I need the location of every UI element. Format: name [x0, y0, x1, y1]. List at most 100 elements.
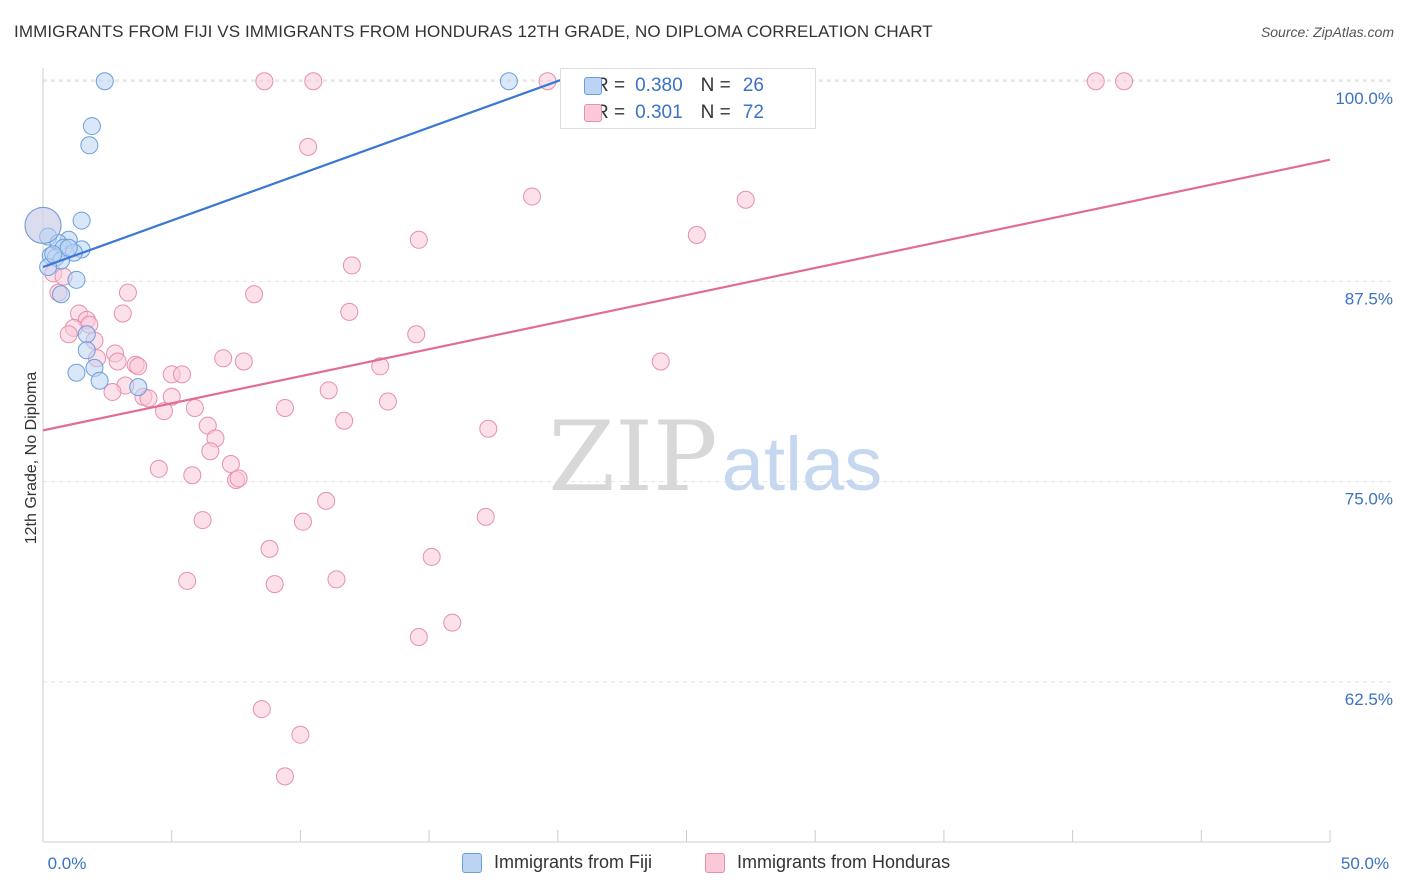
- y-tick-label: 62.5%: [1345, 690, 1393, 709]
- honduras-point: [299, 137, 318, 156]
- fiji-swatch: [584, 77, 602, 95]
- watermark-zip: ZIP: [548, 401, 717, 513]
- honduras-point: [523, 187, 542, 206]
- chart-title: IMMIGRANTS FROM FIJI VS IMMIGRANTS FROM …: [14, 22, 933, 41]
- honduras-point: [229, 469, 248, 488]
- y-tick-label: 87.5%: [1345, 289, 1393, 308]
- honduras-swatch: [584, 104, 602, 122]
- fiji-point: [77, 325, 96, 344]
- fiji-swatch: [462, 852, 482, 873]
- fiji-point: [72, 211, 91, 230]
- fiji-point: [77, 341, 96, 360]
- honduras-point: [113, 304, 132, 323]
- tick-labels: 100.0% 87.5% 75.0% 62.5% 0.0% 50.0%: [48, 89, 1393, 873]
- fiji-point: [90, 371, 109, 390]
- honduras-point: [139, 389, 158, 408]
- honduras-point: [736, 190, 755, 209]
- honduras-point: [1115, 72, 1134, 91]
- grid-lines: [43, 79, 1395, 683]
- honduras-point: [178, 571, 197, 590]
- fiji-point: [59, 238, 78, 257]
- fiji-point: [499, 72, 518, 91]
- stats-legend: R = 0.380 N = 26 R = 0.301 N = 72: [560, 68, 816, 129]
- fiji-point: [24, 206, 62, 244]
- honduras-point: [319, 381, 338, 400]
- honduras-point: [172, 365, 191, 384]
- trend-lines: [42, 75, 1331, 432]
- honduras-point: [59, 325, 78, 344]
- stats-row-honduras: R = 0.301 N = 72: [584, 101, 764, 125]
- honduras-point: [103, 382, 122, 401]
- r-value: 0.301: [635, 102, 683, 123]
- source-credit: Source: ZipAtlas.com: [1260, 24, 1394, 40]
- legend-label-honduras: Immigrants from Honduras: [737, 852, 951, 872]
- honduras-point: [118, 283, 137, 302]
- honduras-point: [342, 256, 361, 275]
- fiji-point: [80, 136, 99, 155]
- watermark: ZIP atlas: [548, 401, 882, 513]
- honduras-point: [162, 387, 181, 406]
- honduras-point: [409, 230, 428, 249]
- honduras-point: [409, 627, 428, 646]
- honduras-point: [327, 570, 346, 589]
- fiji-point: [129, 378, 148, 397]
- legend-item-honduras[interactable]: Immigrants from Honduras: [705, 852, 950, 873]
- honduras-point: [234, 352, 253, 371]
- series-legend: Immigrants from Fiji Immigrants from Hon…: [0, 852, 1406, 878]
- fiji-points: [24, 72, 518, 397]
- honduras-point: [221, 455, 240, 474]
- honduras-point: [317, 491, 336, 510]
- axes: [42, 68, 1331, 843]
- honduras-point: [304, 72, 323, 91]
- honduras-swatch: [705, 852, 725, 873]
- honduras-trend-line: [42, 158, 1331, 432]
- honduras-point: [260, 539, 279, 558]
- fiji-point: [95, 72, 114, 91]
- honduras-point: [201, 442, 220, 461]
- x-tick-label-min: 0.0%: [48, 854, 87, 873]
- n-value: 72: [742, 102, 764, 123]
- honduras-point: [335, 411, 354, 430]
- honduras-point: [255, 72, 274, 91]
- legend-item-fiji[interactable]: Immigrants from Fiji: [462, 852, 652, 873]
- r-value: 0.380: [635, 75, 683, 96]
- honduras-point: [291, 725, 310, 744]
- honduras-point: [293, 512, 312, 531]
- fiji-point: [52, 285, 71, 304]
- honduras-point: [265, 575, 284, 594]
- honduras-point: [443, 613, 462, 632]
- n-label: N =: [700, 75, 731, 96]
- honduras-point: [252, 700, 271, 719]
- honduras-point: [371, 357, 390, 376]
- honduras-point: [422, 547, 441, 566]
- stats-row-fiji: R = 0.380 N = 26: [584, 74, 764, 98]
- honduras-point: [651, 352, 670, 371]
- honduras-point: [275, 398, 294, 417]
- honduras-point: [185, 398, 204, 417]
- honduras-point: [1086, 72, 1105, 91]
- honduras-point: [245, 285, 264, 304]
- y-tick-label: 75.0%: [1345, 490, 1393, 509]
- watermark-atlas: atlas: [722, 422, 883, 507]
- r-label: R =: [595, 75, 626, 96]
- honduras-point: [407, 325, 426, 344]
- honduras-point: [193, 511, 212, 530]
- fiji-point: [82, 117, 101, 136]
- honduras-point: [214, 349, 233, 368]
- fiji-trend-line: [42, 75, 572, 269]
- fiji-point: [67, 363, 86, 382]
- honduras-point: [378, 392, 397, 411]
- y-tick-label: 100.0%: [1335, 89, 1393, 108]
- honduras-point: [275, 767, 294, 786]
- honduras-point: [183, 466, 202, 485]
- honduras-point: [687, 225, 706, 244]
- fiji-point: [67, 270, 86, 289]
- n-label: N =: [700, 102, 731, 123]
- honduras-point: [340, 302, 359, 321]
- r-label: R =: [595, 102, 626, 123]
- honduras-point: [108, 352, 127, 371]
- n-value: 26: [742, 75, 764, 96]
- x-tick-label-max: 50.0%: [1341, 854, 1389, 873]
- honduras-point: [479, 419, 498, 438]
